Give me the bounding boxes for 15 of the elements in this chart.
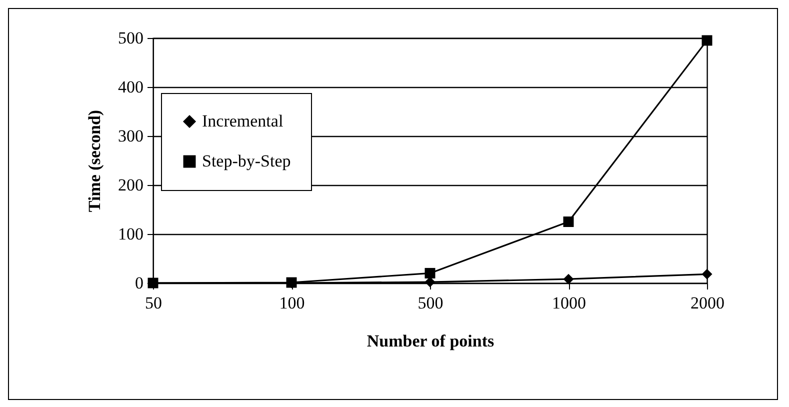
y-tick-label: 500 <box>118 28 144 48</box>
legend-label: Step-by-Step <box>202 152 291 170</box>
x-tick-label: 2000 <box>690 294 724 312</box>
y-tick-label: 200 <box>118 176 144 194</box>
x-tick-label: 50 <box>145 294 162 312</box>
x-axis-title: Number of points <box>366 332 494 350</box>
y-axis-title: Time (second) <box>85 110 104 212</box>
y-tick-label: 400 <box>118 78 144 96</box>
legend-label: Incremental <box>202 112 284 130</box>
y-tick-label: 100 <box>118 224 144 244</box>
y-tick-label: 300 <box>118 126 144 146</box>
x-tick-label: 100 <box>279 294 305 312</box>
x-tick-label: 500 <box>418 294 444 312</box>
y-tick-label: 0 <box>135 274 144 292</box>
x-tick-label: 1000 <box>552 294 586 312</box>
